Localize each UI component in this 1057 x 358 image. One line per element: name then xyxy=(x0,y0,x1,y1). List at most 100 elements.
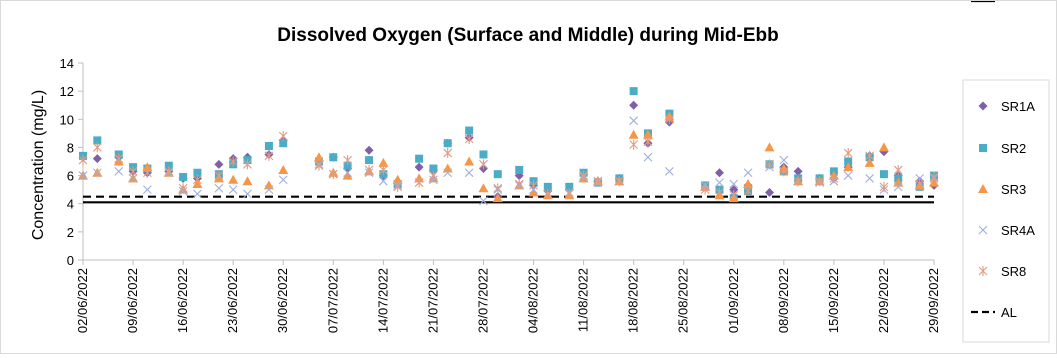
data-point-sr4a xyxy=(479,196,488,206)
chart-title: Dissolved Oxygen (Surface and Middle) du… xyxy=(277,25,778,46)
data-point-sr2 xyxy=(493,170,502,179)
data-point-sr2 xyxy=(479,150,488,159)
data-point-sr2 xyxy=(365,156,374,165)
data-point-sr3 xyxy=(442,163,453,173)
legend-marker-sr8 xyxy=(978,266,988,276)
x-tick-label: 07/07/2022 xyxy=(325,268,340,333)
data-point-sr8 xyxy=(700,184,710,195)
data-point-sr8 xyxy=(378,164,388,175)
legend-label-sr8: SR8 xyxy=(1001,264,1026,279)
data-point-sr4a xyxy=(743,168,753,178)
data-point-sr3 xyxy=(642,129,653,139)
x-tick-label: 01/09/2022 xyxy=(726,268,741,333)
data-point-sr3 xyxy=(313,152,324,162)
data-point-sr4a xyxy=(78,171,88,180)
x-tick-label: 21/07/2022 xyxy=(425,268,440,333)
x-tick-label: 02/06/2022 xyxy=(75,268,90,333)
legend: SR1A SR2 SR3 SR4A SR8 AL LL xyxy=(962,0,1050,343)
y-tick-label: 8 xyxy=(67,140,74,155)
x-tick-label: 28/07/2022 xyxy=(475,268,490,333)
data-point-sr8 xyxy=(529,180,538,191)
data-point-sr8 xyxy=(364,164,374,175)
y-tick-label: 14 xyxy=(60,56,74,71)
data-point-sr4a xyxy=(378,176,388,186)
data-point-sr2 xyxy=(193,168,202,177)
data-point-sr8 xyxy=(228,156,238,167)
data-point-sr8 xyxy=(78,155,88,166)
data-point-sr2 xyxy=(465,126,474,135)
data-point-sr3 xyxy=(392,174,403,184)
y-tick-label: 12 xyxy=(60,84,74,99)
data-point-sr2 xyxy=(429,164,438,173)
y-tick-label: 10 xyxy=(60,112,74,127)
data-point-sr4a xyxy=(665,166,674,176)
data-point-sr8 xyxy=(314,160,324,171)
data-point-sr8 xyxy=(514,179,524,190)
data-point-sr8 xyxy=(429,170,438,181)
legend-label-sr2: SR2 xyxy=(1001,141,1026,156)
data-point-sr4a xyxy=(114,166,124,176)
data-point-sr8 xyxy=(92,142,102,153)
data-point-sr3 xyxy=(242,176,253,186)
data-point-sr8 xyxy=(815,176,824,187)
data-point-sr3 xyxy=(864,157,875,167)
data-point-sr8 xyxy=(629,139,639,150)
data-point-sr3 xyxy=(743,179,754,189)
data-point-sr2 xyxy=(179,172,188,181)
data-point-sr4a xyxy=(264,185,274,195)
data-point-sr2 xyxy=(879,170,888,179)
data-point-sr8 xyxy=(614,176,624,187)
data-point-sr4a xyxy=(893,182,903,192)
data-point-sr1a xyxy=(729,185,739,195)
x-tick-label: 16/06/2022 xyxy=(175,268,190,333)
data-point-sr3 xyxy=(929,177,939,187)
legend-marker-sr4a xyxy=(978,225,988,235)
data-point-sr8 xyxy=(765,159,774,170)
data-point-sr2 xyxy=(93,136,102,145)
data-point-sr8 xyxy=(178,183,188,194)
data-point-sr3 xyxy=(764,142,775,152)
x-tick-label: 23/06/2022 xyxy=(225,268,240,333)
data-point-sr2 xyxy=(164,161,173,170)
data-point-sr1a xyxy=(793,166,803,176)
data-point-sr4a xyxy=(92,168,102,178)
data-point-sr8 xyxy=(479,159,488,170)
data-point-sr1a xyxy=(214,159,224,169)
data-point-sr8 xyxy=(214,170,224,181)
data-point-sr8 xyxy=(593,176,603,187)
data-point-sr2 xyxy=(343,161,352,170)
data-point-sr2 xyxy=(415,154,424,163)
data-point-sr3 xyxy=(142,162,153,172)
data-point-sr8 xyxy=(414,177,424,188)
data-point-sr2 xyxy=(565,182,574,191)
data-point-sr8 xyxy=(793,176,803,187)
data-point-sr8 xyxy=(164,166,174,177)
data-point-sr8 xyxy=(843,148,853,159)
data-point-sr4a xyxy=(779,155,789,165)
data-point-sr3 xyxy=(342,170,353,180)
data-point-sr8 xyxy=(879,181,889,192)
data-point-sr8 xyxy=(443,148,453,159)
legend-label-sr4a: SR4A xyxy=(1001,223,1035,238)
data-point-sr4a xyxy=(128,173,138,183)
data-point-sr1a xyxy=(92,154,102,164)
data-point-sr1a xyxy=(414,162,424,172)
data-point-sr8 xyxy=(665,114,674,125)
data-point-sr2 xyxy=(515,165,524,174)
data-point-sr8 xyxy=(743,186,753,197)
data-point-sr2 xyxy=(629,87,638,96)
data-point-sr8 xyxy=(929,171,939,182)
x-tick-label: 29/09/2022 xyxy=(926,268,941,333)
y-tick-label: 6 xyxy=(67,169,74,184)
data-point-sr4a xyxy=(464,168,474,178)
x-tick-label: 14/07/2022 xyxy=(375,268,390,333)
y-axis-label: Concentration (mg/L) xyxy=(30,90,47,240)
data-point-sr8 xyxy=(243,159,252,170)
data-point-sr3 xyxy=(843,162,854,172)
data-point-sr4a xyxy=(629,116,639,126)
data-point-sr4a xyxy=(228,185,238,195)
data-point-sr4a xyxy=(865,173,875,183)
data-point-sr8 xyxy=(464,133,474,144)
data-point-sr8 xyxy=(193,174,202,185)
